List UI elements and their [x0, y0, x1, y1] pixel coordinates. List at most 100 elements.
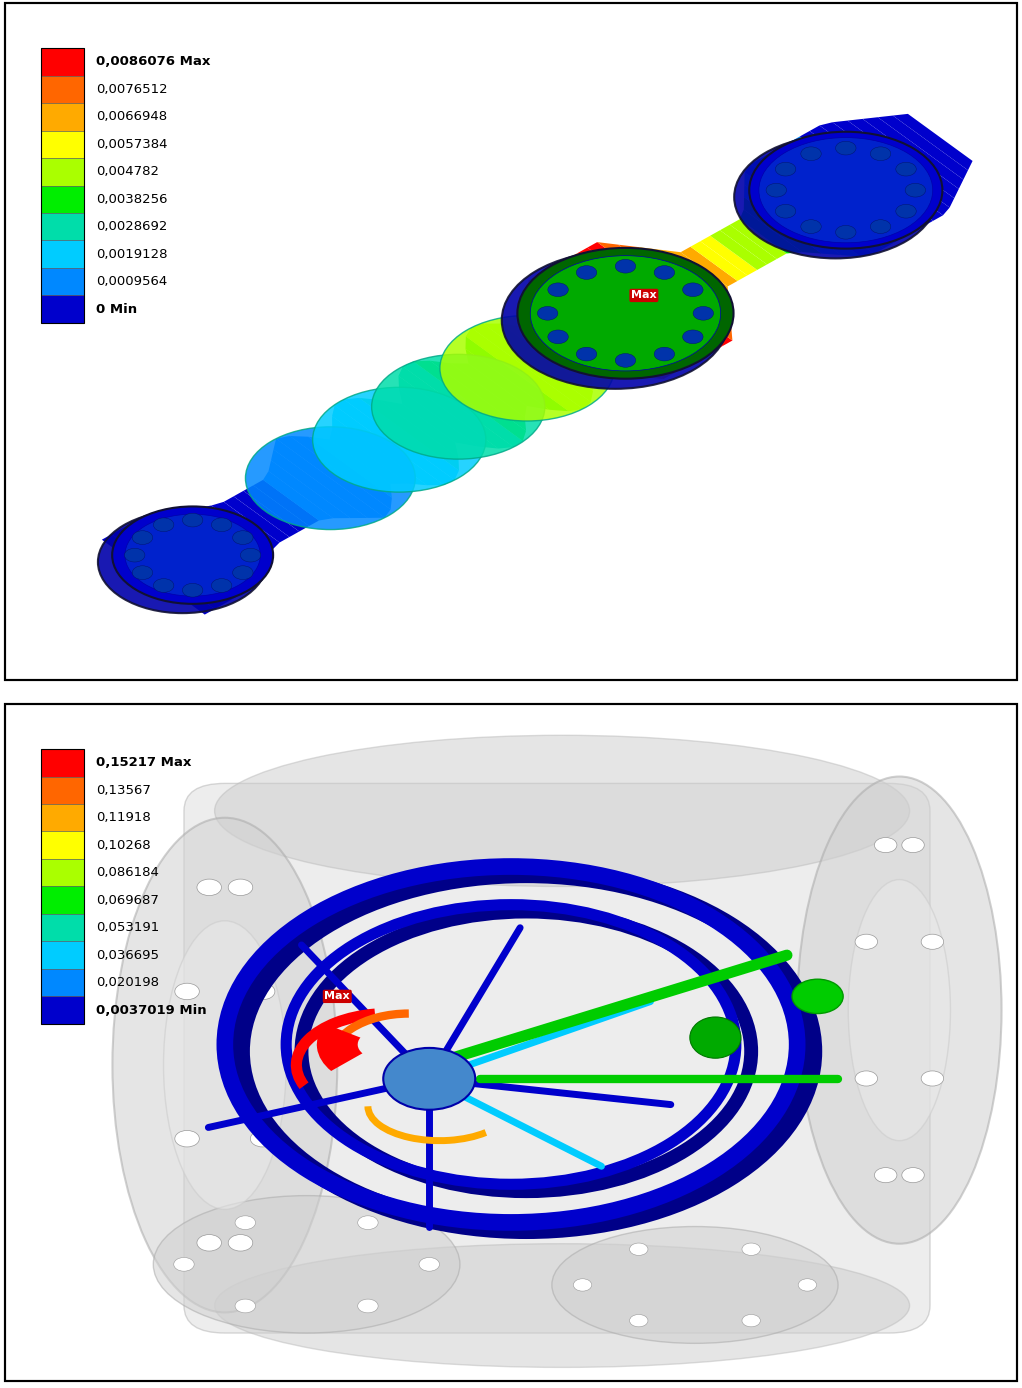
Polygon shape	[809, 125, 943, 221]
Polygon shape	[780, 142, 914, 237]
Polygon shape	[548, 264, 693, 368]
Ellipse shape	[383, 1048, 475, 1110]
Bar	[41, 997, 84, 1024]
Polygon shape	[399, 366, 514, 448]
Circle shape	[548, 330, 568, 344]
Bar	[41, 49, 84, 323]
Polygon shape	[539, 269, 684, 373]
Polygon shape	[359, 398, 459, 471]
Polygon shape	[588, 242, 733, 346]
Bar	[41, 750, 84, 776]
Polygon shape	[744, 185, 841, 255]
Circle shape	[836, 225, 856, 239]
Polygon shape	[700, 236, 757, 275]
Text: 0,11918: 0,11918	[96, 811, 151, 824]
Polygon shape	[528, 275, 673, 379]
Ellipse shape	[517, 248, 734, 379]
Text: 0,0057384: 0,0057384	[96, 137, 168, 151]
Polygon shape	[343, 398, 459, 480]
Circle shape	[896, 162, 917, 176]
Polygon shape	[332, 405, 445, 486]
Circle shape	[871, 147, 891, 161]
Bar	[41, 804, 84, 831]
Ellipse shape	[125, 514, 261, 595]
Circle shape	[576, 347, 597, 361]
Polygon shape	[465, 348, 550, 409]
Circle shape	[175, 983, 199, 999]
Circle shape	[905, 183, 926, 197]
Ellipse shape	[552, 1227, 838, 1344]
Ellipse shape	[848, 880, 950, 1141]
Text: 0,0038256: 0,0038256	[96, 193, 168, 205]
Ellipse shape	[759, 137, 933, 243]
Bar	[41, 831, 84, 859]
Circle shape	[801, 147, 822, 161]
Ellipse shape	[153, 1195, 460, 1332]
Bar	[41, 240, 84, 268]
Polygon shape	[141, 515, 249, 593]
Circle shape	[358, 1216, 378, 1230]
Text: 0,0028692: 0,0028692	[96, 221, 168, 233]
Polygon shape	[691, 242, 747, 280]
Text: 0,0019128: 0,0019128	[96, 247, 168, 261]
Circle shape	[235, 1216, 256, 1230]
Text: 0,0066948: 0,0066948	[96, 110, 168, 124]
Circle shape	[153, 518, 174, 532]
Circle shape	[548, 283, 568, 297]
Polygon shape	[833, 121, 955, 208]
Ellipse shape	[215, 1244, 910, 1367]
Polygon shape	[224, 497, 289, 543]
Polygon shape	[745, 164, 874, 257]
Polygon shape	[847, 119, 959, 198]
Polygon shape	[639, 247, 730, 314]
Polygon shape	[567, 253, 712, 357]
Polygon shape	[577, 247, 723, 351]
Circle shape	[871, 219, 891, 233]
Circle shape	[630, 1314, 648, 1327]
Circle shape	[132, 530, 152, 544]
Circle shape	[921, 934, 943, 949]
Circle shape	[538, 307, 558, 321]
Polygon shape	[501, 323, 593, 391]
Polygon shape	[597, 242, 733, 340]
Polygon shape	[290, 436, 391, 509]
Text: 0,0037019 Min: 0,0037019 Min	[96, 1004, 206, 1016]
Circle shape	[693, 307, 713, 321]
Circle shape	[875, 1167, 897, 1183]
Polygon shape	[710, 230, 768, 269]
Polygon shape	[234, 491, 299, 537]
Circle shape	[901, 1167, 924, 1183]
Text: 0,036695: 0,036695	[96, 948, 159, 962]
Bar	[41, 750, 84, 1024]
Polygon shape	[274, 439, 384, 518]
Polygon shape	[618, 244, 731, 328]
Polygon shape	[183, 508, 267, 566]
Bar	[41, 103, 84, 130]
Polygon shape	[334, 400, 455, 484]
Circle shape	[855, 1072, 878, 1085]
Circle shape	[212, 518, 232, 532]
Text: 0,13567: 0,13567	[96, 784, 151, 797]
Ellipse shape	[502, 251, 729, 389]
Ellipse shape	[98, 511, 267, 613]
Bar	[41, 75, 84, 103]
Polygon shape	[719, 225, 777, 265]
Polygon shape	[660, 250, 729, 300]
Circle shape	[776, 162, 796, 176]
Circle shape	[132, 566, 152, 580]
Text: 0,0086076 Max: 0,0086076 Max	[96, 56, 211, 68]
Wedge shape	[317, 1024, 363, 1072]
Ellipse shape	[372, 354, 545, 459]
Bar	[41, 186, 84, 212]
Polygon shape	[740, 210, 802, 254]
Polygon shape	[528, 293, 644, 378]
Polygon shape	[276, 436, 390, 518]
Circle shape	[766, 183, 787, 197]
Polygon shape	[893, 114, 973, 171]
Bar	[41, 859, 84, 887]
Polygon shape	[429, 361, 526, 430]
Circle shape	[183, 514, 202, 527]
Bar	[41, 49, 84, 75]
Polygon shape	[863, 117, 964, 189]
Circle shape	[875, 837, 897, 852]
